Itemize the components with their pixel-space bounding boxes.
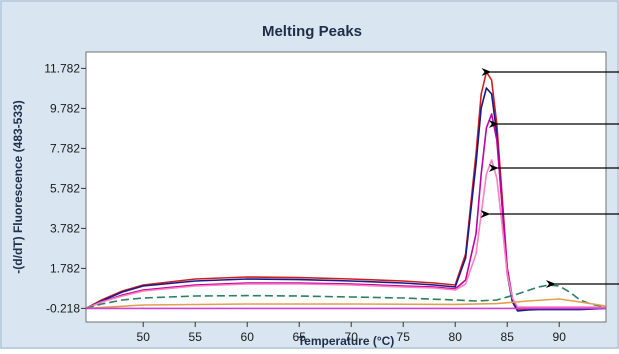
series-line-4 [85,159,606,310]
x-axis-label: Temperature (°C) [298,334,395,348]
series-layer [85,71,607,312]
x-tick-label: 80 [449,330,463,344]
x-tick-label: 70 [345,330,359,344]
x-tick-label: 50 [137,330,151,344]
y-axis: -0.218 1.782 3.782 5.782 7.782 9.782 11.782 [44,61,86,315]
chart-title: Melting Peaks [262,23,362,40]
y-tick-label: 7.782 [50,141,80,155]
x-tick-label: 55 [189,330,203,344]
x-tick-label: 90 [553,330,567,344]
annotation-layer [480,68,619,288]
y-tick-label: 9.782 [50,101,80,115]
y-tick-label: -0.218 [46,301,80,315]
y-tick-label: 11.782 [44,61,80,75]
series-line-6 [85,298,607,310]
series-line-2 [85,87,607,312]
x-tick-label: 65 [293,330,307,344]
y-tick-label: 3.782 [50,221,80,235]
y-tick-label: 5.782 [50,181,80,195]
series-line-5 [85,284,607,310]
x-axis: 50 55 60 65 70 75 80 85 90 [137,322,567,344]
y-tick-label: 1.782 [50,261,80,275]
plot-area [85,51,607,323]
x-tick-label: 75 [397,330,411,344]
y-axis-label: -(d/dT) Fluorescence (483-533) [11,100,25,273]
x-tick-label: 60 [241,330,255,344]
x-tick-label: 85 [501,330,515,344]
